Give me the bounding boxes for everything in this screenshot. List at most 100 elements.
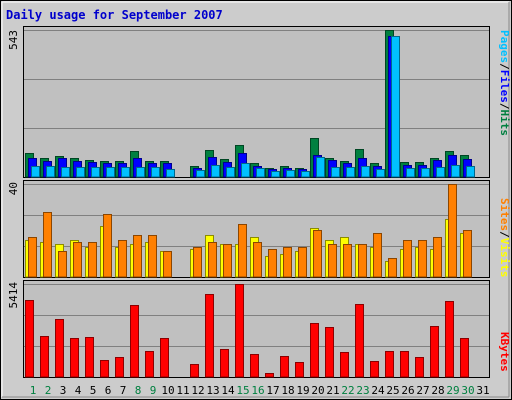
bar-kbytes-day-7 xyxy=(115,357,124,378)
bar-kbytes-day-14 xyxy=(220,349,229,378)
bar-kbytes-day-6 xyxy=(100,360,109,378)
x-axis-day-labels: 1 2 3 4 5 6 7 8 9 10 11 12 13 14 15 16 17 18 19 20 21 22 23 24 2… xyxy=(30,384,490,397)
panel-top-legend: Pages/Files/Hits xyxy=(498,30,511,136)
day-label-18: 18 xyxy=(281,384,294,397)
legend-entry: / xyxy=(498,231,511,238)
legend-entry: Files xyxy=(498,70,511,103)
day-label-30: 30 xyxy=(461,384,474,397)
bar-kbytes-day-23 xyxy=(355,304,364,378)
panel-middle: 40 Sites/Visits xyxy=(7,180,511,278)
day-label-23: 23 xyxy=(356,384,369,397)
day-label-10: 10 xyxy=(161,384,174,397)
bar-kbytes-day-19 xyxy=(295,362,304,378)
day-label-4: 4 xyxy=(75,384,82,397)
legend-entry: Hits xyxy=(498,110,511,137)
bar-pages-day-25 xyxy=(391,36,400,178)
chart-title: Daily usage for September 2007 xyxy=(6,8,223,22)
bar-pages-day-24 xyxy=(376,169,385,178)
panel-bottom: 5414 KBytes xyxy=(7,280,511,378)
bar-sites-day-24 xyxy=(373,233,382,278)
panel-top-grid xyxy=(24,30,489,129)
bar-sites-day-13 xyxy=(208,242,217,278)
bar-pages-day-16 xyxy=(256,168,265,178)
panel-bottom-ymax: 5414 xyxy=(7,282,20,309)
panel-top-background xyxy=(23,26,490,178)
day-label-12: 12 xyxy=(191,384,204,397)
legend-entry: Visits xyxy=(498,238,511,278)
day-label-21: 21 xyxy=(326,384,339,397)
day-label-22: 22 xyxy=(341,384,354,397)
bar-kbytes-day-27 xyxy=(415,357,424,378)
day-label-14: 14 xyxy=(221,384,235,397)
day-label-17: 17 xyxy=(266,384,279,397)
day-label-7: 7 xyxy=(120,384,127,397)
bar-pages-day-20 xyxy=(316,157,325,178)
bar-pages-day-4 xyxy=(76,167,85,178)
bar-kbytes-day-17 xyxy=(265,373,274,378)
legend-text: Pages/Files/Hits xyxy=(498,30,511,136)
bar-kbytes-day-1 xyxy=(25,300,34,378)
day-label-11: 11 xyxy=(176,384,189,397)
day-label-16: 16 xyxy=(251,384,264,397)
bar-sites-day-23 xyxy=(358,244,367,278)
bar-sites-day-2 xyxy=(43,212,52,278)
bar-sites-day-6 xyxy=(103,214,112,278)
bar-kbytes-day-16 xyxy=(250,354,259,378)
bar-kbytes-day-10 xyxy=(160,338,169,378)
bar-kbytes-day-13 xyxy=(205,294,214,378)
bar-sites-day-19 xyxy=(298,247,307,278)
legend-entry: Pages xyxy=(498,30,511,63)
bar-pages-day-14 xyxy=(226,167,235,178)
bar-kbytes-day-25 xyxy=(385,351,394,378)
day-label-27: 27 xyxy=(416,384,429,397)
bar-kbytes-day-2 xyxy=(40,336,49,378)
bar-sites-day-14 xyxy=(223,244,232,278)
bar-sites-day-22 xyxy=(343,244,352,278)
bar-sites-day-4 xyxy=(73,242,82,278)
bar-sites-day-1 xyxy=(28,237,37,278)
bar-kbytes-day-4 xyxy=(70,338,79,378)
day-label-13: 13 xyxy=(206,384,219,397)
panel-bottom-grid xyxy=(24,284,489,347)
bar-pages-day-27 xyxy=(421,168,430,178)
bar-kbytes-day-21 xyxy=(325,327,334,378)
day-label-15: 15 xyxy=(236,384,249,397)
bar-pages-day-9 xyxy=(151,167,160,178)
bar-sites-day-18 xyxy=(283,247,292,278)
day-label-5: 5 xyxy=(90,384,97,397)
day-label-31: 31 xyxy=(476,384,489,397)
bar-kbytes-day-12 xyxy=(190,364,199,378)
bar-pages-day-5 xyxy=(91,167,100,178)
day-label-1: 1 xyxy=(30,384,37,397)
panel-middle-ymax: 40 xyxy=(7,182,20,195)
bar-kbytes-day-24 xyxy=(370,361,379,378)
bar-sites-day-3 xyxy=(58,251,67,278)
legend-entry: / xyxy=(498,103,511,110)
bar-kbytes-day-28 xyxy=(430,326,439,378)
bar-sites-day-8 xyxy=(133,235,142,278)
bar-pages-day-19 xyxy=(301,171,310,178)
legend-entry: Sites xyxy=(498,198,511,231)
bar-pages-day-6 xyxy=(106,167,115,178)
legend-entry: / xyxy=(498,63,511,70)
bar-sites-day-30 xyxy=(463,230,472,278)
bar-pages-day-18 xyxy=(286,170,295,178)
panel-middle-legend: Sites/Visits xyxy=(498,198,511,278)
day-label-28: 28 xyxy=(431,384,444,397)
bar-pages-day-1 xyxy=(31,166,40,178)
day-label-2: 2 xyxy=(45,384,52,397)
bar-pages-day-23 xyxy=(361,166,370,178)
bar-sites-day-5 xyxy=(88,242,97,278)
bar-pages-day-12 xyxy=(196,170,205,178)
bar-sites-day-12 xyxy=(193,247,202,278)
bar-pages-day-7 xyxy=(121,167,130,178)
bar-kbytes-day-15 xyxy=(235,284,244,378)
panel-top-ymax: 543 xyxy=(7,30,20,50)
bar-pages-day-8 xyxy=(136,167,145,178)
day-label-25: 25 xyxy=(386,384,399,397)
bar-pages-day-2 xyxy=(46,166,55,178)
bar-sites-day-25 xyxy=(388,258,397,278)
day-label-26: 26 xyxy=(401,384,414,397)
bar-sites-day-29 xyxy=(448,184,457,278)
bar-sites-day-7 xyxy=(118,240,127,278)
